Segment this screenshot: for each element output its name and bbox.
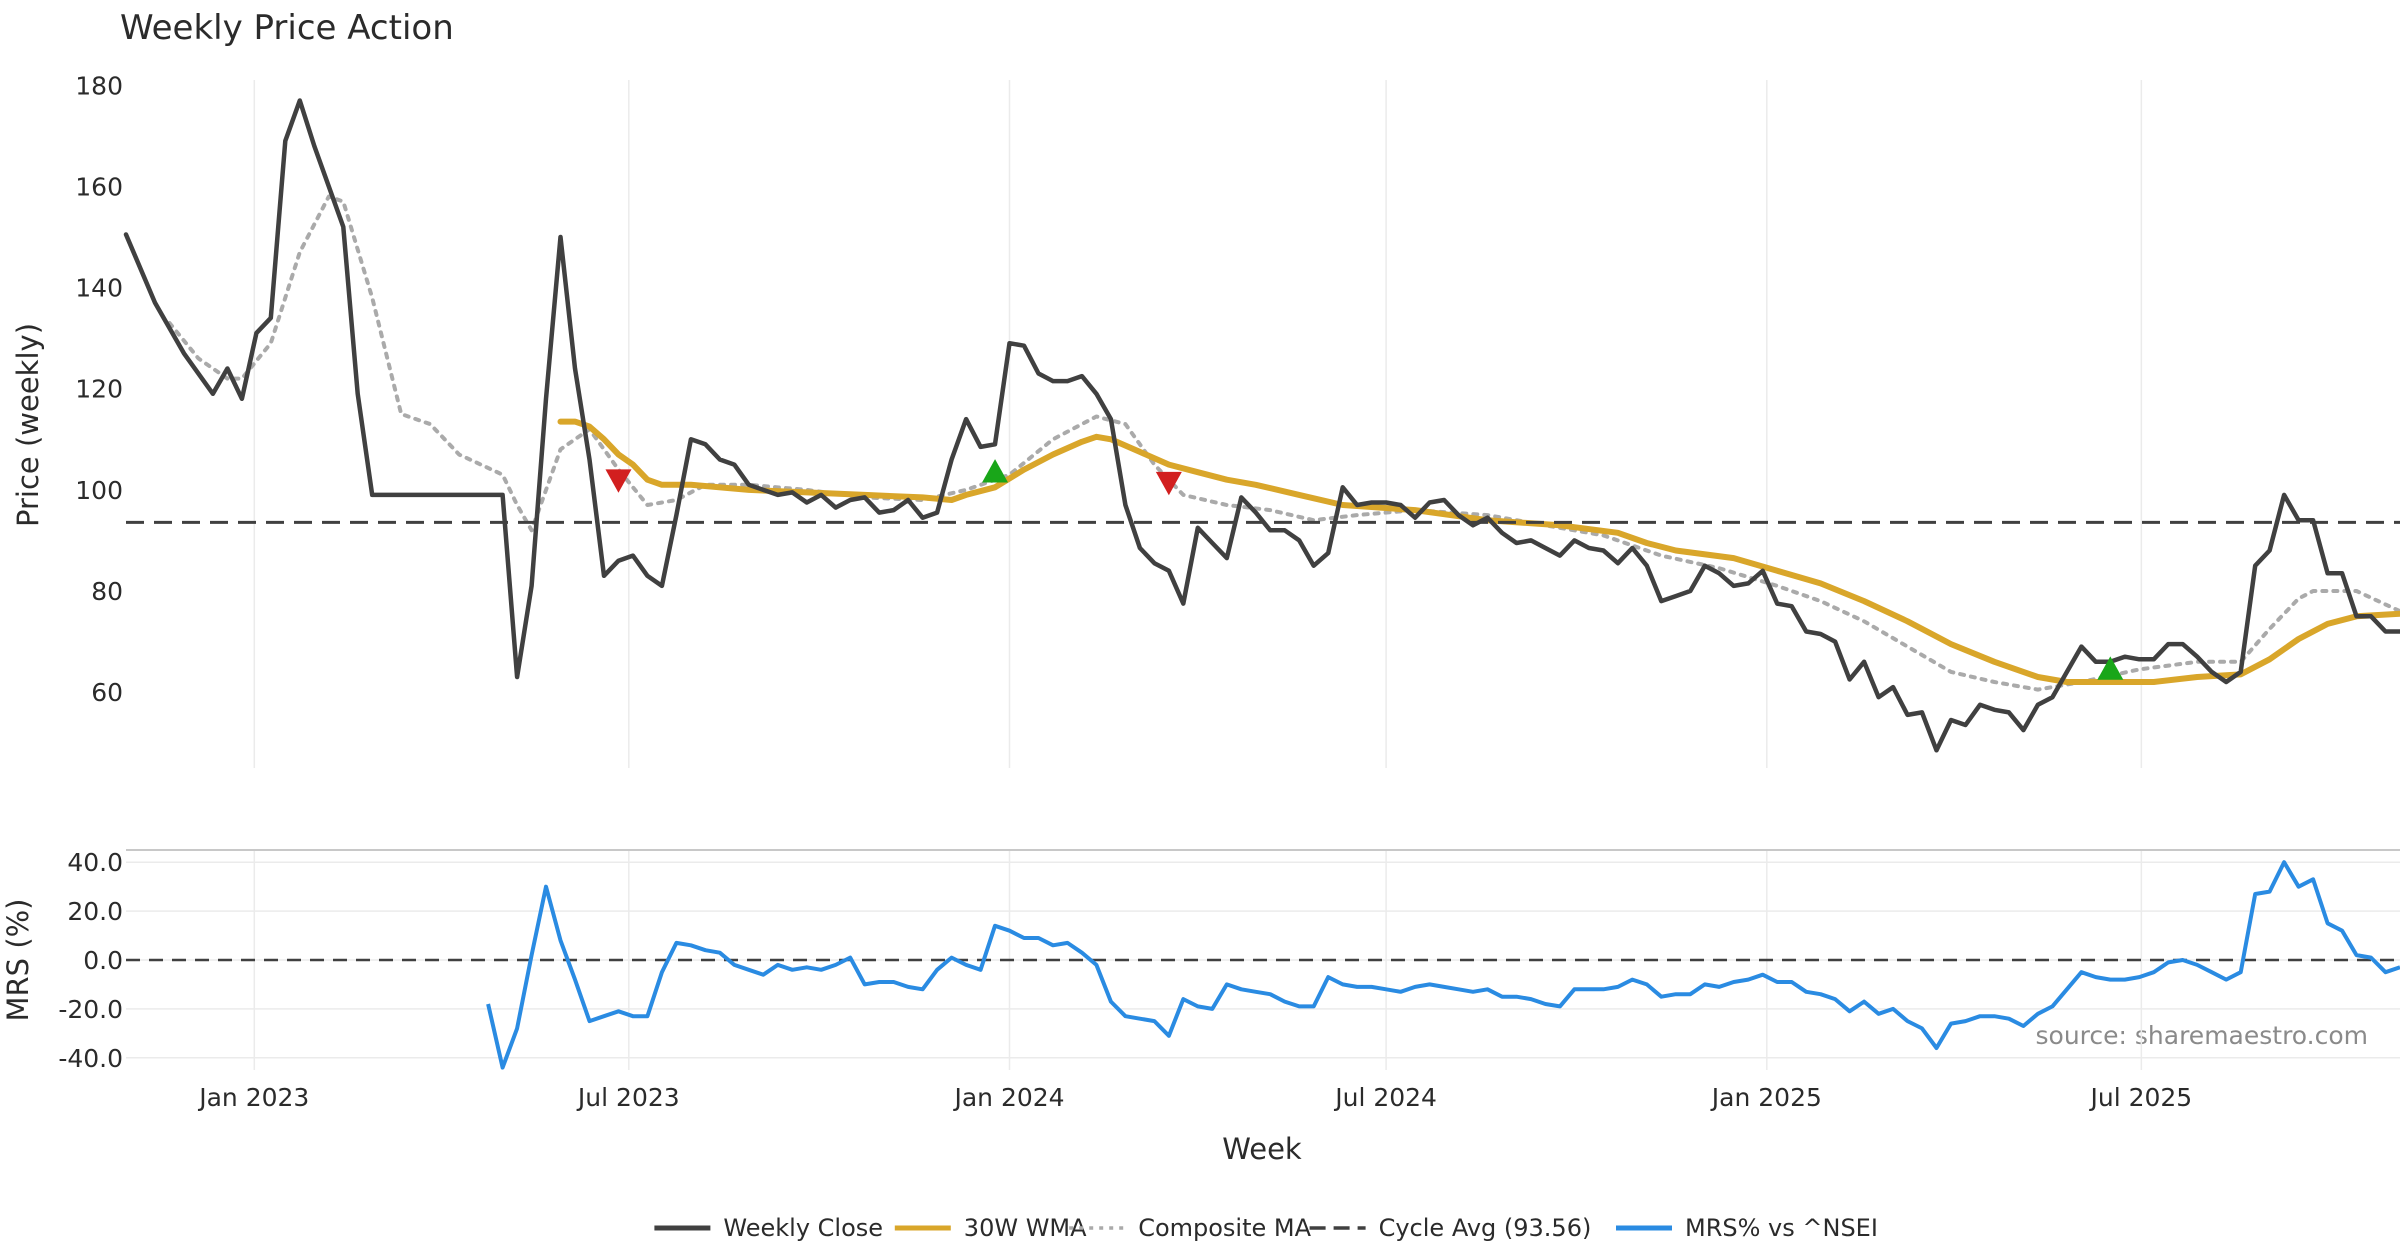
x-axis-label: Week [1222, 1132, 1302, 1166]
legend[interactable]: Weekly Close 30W WMA Composite MA Cycle Avg… [654, 1214, 1878, 1242]
legend-item-composite-ma[interactable]: Composite MA [1069, 1214, 1312, 1242]
sell-signal-marker [605, 469, 632, 493]
legend-label: 30W WMA [964, 1214, 1087, 1242]
mrs-y-tick-label: 0.0 [83, 946, 123, 975]
mrs-panel [126, 860, 2400, 1070]
legend-label: Cycle Avg (93.56) [1379, 1214, 1592, 1242]
x-tick-label: Jan 2023 [197, 1083, 309, 1112]
price-y-tick-label: 100 [75, 476, 123, 505]
mrs-y-tick-label: 40.0 [67, 848, 123, 877]
legend-item-mrs-vs-nsei[interactable]: MRS% vs ^NSEI [1616, 1214, 1878, 1242]
mrs-axis-label: MRS (%) [1, 899, 35, 1022]
price-y-tick-label: 60 [91, 678, 123, 707]
legend-label: Composite MA [1138, 1214, 1311, 1242]
price-panel [123, 98, 2400, 753]
series-line-30w-wma [557, 418, 2400, 685]
buy-signal-marker [2097, 656, 2124, 680]
series-line-composite-ma [167, 194, 2400, 692]
price-y-tick-label: 180 [75, 71, 123, 100]
legend-item-weekly-close[interactable]: Weekly Close [654, 1214, 883, 1242]
grid-lines [126, 80, 2400, 1070]
chart-title: Weekly Price Action [120, 8, 454, 48]
price-y-tick-label: 120 [75, 375, 123, 404]
x-tick-label: Jan 2025 [1710, 1083, 1822, 1112]
legend-item-30w-wma[interactable]: 30W WMA [894, 1214, 1087, 1242]
legend-label: Weekly Close [723, 1214, 883, 1242]
price-axis-label: Price (weekly) [11, 323, 45, 527]
buy-signal-marker [982, 459, 1009, 483]
x-tick-label: Jan 2024 [952, 1083, 1064, 1112]
sell-signal-marker [1155, 471, 1182, 496]
series-line-weekly-close [123, 98, 2400, 753]
mrs-y-tick-label: -20.0 [58, 995, 123, 1024]
axis-ticks: Jan 2023 Jul 2023 Jan 2024 Jul 2024 Jan 2025… [58, 71, 2192, 1112]
x-tick-label: Jul 2024 [1333, 1083, 1437, 1112]
x-tick-label: Jul 2025 [2088, 1083, 2192, 1112]
legend-label: MRS% vs ^NSEI [1685, 1214, 1878, 1242]
mrs-y-tick-label: 20.0 [67, 897, 123, 926]
price-y-tick-label: 140 [75, 274, 123, 303]
legend-item-cycle-avg-93-56[interactable]: Cycle Avg (93.56) [1309, 1214, 1592, 1242]
price-y-tick-label: 160 [75, 172, 123, 201]
series-line-mrs-vs-nsei [486, 860, 2400, 1070]
source-note: source: sharemaestro.com [2036, 1021, 2369, 1050]
x-tick-label: Jul 2023 [576, 1083, 680, 1112]
mrs-y-tick-label: -40.0 [58, 1044, 123, 1073]
price-y-tick-label: 80 [91, 577, 123, 606]
